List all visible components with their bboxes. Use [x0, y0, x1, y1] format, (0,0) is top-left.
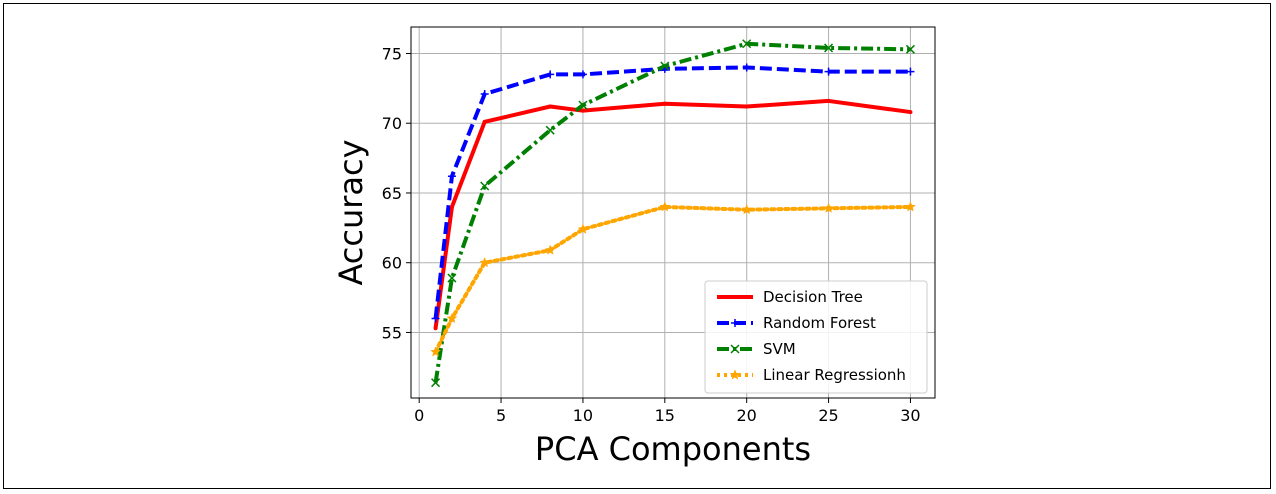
- y-axis-title: Accuracy: [332, 139, 370, 285]
- legend-marker-0: [733, 295, 737, 299]
- y-tick-label: 65: [382, 184, 402, 203]
- legend-marker-2: [730, 344, 740, 354]
- legend-marker-3: [729, 369, 741, 380]
- legend-marker-1: [731, 319, 739, 327]
- data-point-3-6: [741, 204, 753, 215]
- data-point-2-5: [660, 61, 670, 71]
- data-point-0-4: [580, 108, 585, 113]
- data-point-0-3: [548, 104, 553, 109]
- legend-label: Random Forest: [763, 314, 876, 332]
- data-point-0-0: [433, 326, 438, 331]
- data-point-1-0: [431, 314, 440, 323]
- y-tick-label: 75: [382, 45, 402, 64]
- data-point-1-6: [742, 63, 751, 72]
- x-tick-label: 25: [818, 406, 838, 425]
- legend-label: Linear Regressionh: [763, 366, 906, 384]
- x-tick-label: 10: [573, 406, 593, 425]
- legend-label: Decision Tree: [763, 288, 863, 306]
- data-point-2-6: [742, 39, 752, 49]
- data-point-2-3: [545, 125, 555, 135]
- legend: Decision Tree Random Forest SVM Linear R…: [704, 280, 928, 394]
- data-point-1-2: [480, 89, 489, 98]
- data-point-0-1: [449, 204, 454, 209]
- plot-area: [410, 26, 936, 399]
- data-point-3-1: [446, 312, 458, 324]
- data-point-0-2: [482, 119, 487, 124]
- legend-box: [704, 280, 928, 394]
- data-point-3-8: [905, 201, 916, 212]
- grid: [411, 27, 935, 398]
- x-tick-label: 20: [737, 406, 757, 425]
- data-point-3-7: [823, 202, 834, 213]
- x-tick-label: 0: [414, 406, 424, 425]
- data-point-3-3: [544, 244, 556, 255]
- data-point-2-0: [431, 378, 441, 388]
- data-point-0-5: [662, 101, 667, 106]
- legend-label: SVM: [763, 340, 796, 358]
- axis-ticks: 0 5 10 15 20 25 30 55 60 65 70 75: [382, 45, 921, 426]
- data-point-0-8: [908, 110, 913, 115]
- y-tick-label: 70: [382, 114, 402, 133]
- data-point-2-2: [480, 181, 490, 191]
- legend-entry-linear-regression: Linear Regressionh: [717, 366, 906, 384]
- data-point-2-8: [905, 44, 915, 54]
- data-point-3-4: [577, 223, 589, 234]
- y-tick-label: 60: [382, 254, 402, 273]
- x-tick-label: 30: [900, 406, 920, 425]
- data-point-2-4: [578, 100, 588, 110]
- data-point-1-7: [824, 67, 833, 76]
- data-point-1-3: [546, 70, 555, 79]
- data-point-3-0: [430, 346, 441, 357]
- y-tick-label: 55: [382, 323, 402, 342]
- figure-frame: [3, 3, 1271, 489]
- series-markers: [430, 39, 916, 388]
- data-point-1-4: [578, 70, 587, 79]
- data-point-2-1: [447, 273, 457, 283]
- x-axis-title: PCA Components: [535, 430, 811, 468]
- x-tick-label: 15: [655, 406, 675, 425]
- data-point-0-7: [826, 98, 831, 103]
- data-point-3-2: [479, 257, 491, 268]
- data-point-3-5: [659, 201, 671, 212]
- data-point-0-6: [744, 104, 749, 109]
- data-point-1-8: [906, 67, 915, 76]
- data-point-2-7: [824, 43, 834, 53]
- x-tick-label: 5: [496, 406, 506, 425]
- data-point-1-1: [447, 172, 456, 181]
